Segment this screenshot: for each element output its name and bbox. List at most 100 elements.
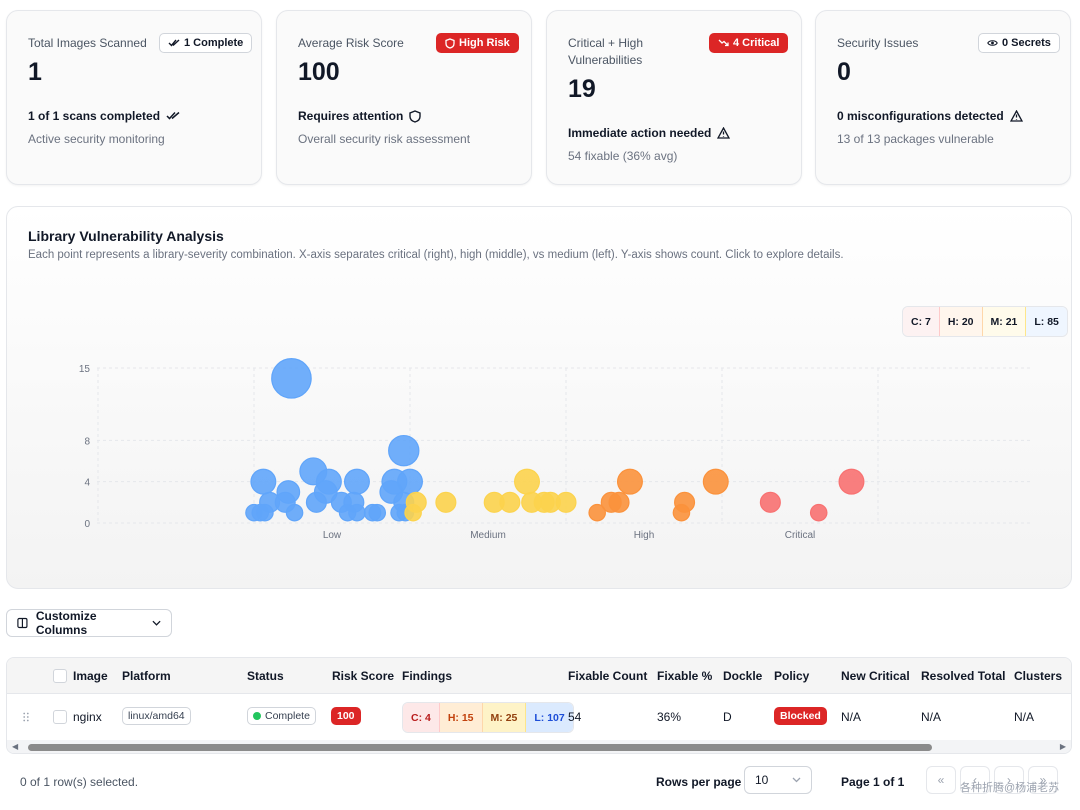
row-checkbox[interactable] — [53, 710, 67, 724]
double-check-icon — [168, 39, 180, 47]
legend-medium: M: 21 — [982, 307, 1027, 336]
header-fixable-count[interactable]: Fixable Count — [568, 669, 648, 683]
data-point-medium — [499, 491, 521, 513]
data-point-low — [250, 468, 277, 495]
select-all-checkbox[interactable] — [53, 669, 67, 683]
warning-icon — [717, 127, 731, 139]
previous-page-button[interactable]: ‹ — [960, 766, 990, 794]
data-point-medium — [435, 491, 457, 513]
card-value: 0 — [837, 58, 851, 86]
drag-handle-icon[interactable] — [23, 712, 29, 722]
y-tick-label: 0 — [84, 519, 90, 530]
x-tick-label: Medium — [470, 530, 506, 541]
x-tick-label: High — [634, 530, 655, 541]
data-point-low — [343, 468, 370, 495]
card-subtitle: Immediate action needed — [568, 126, 731, 140]
card-note: 13 of 13 packages vulnerable — [837, 132, 994, 146]
shield-icon — [445, 37, 455, 49]
policy-badge: Blocked — [774, 707, 827, 725]
next-page-button[interactable]: › — [994, 766, 1024, 794]
critical-badge: 4 Critical — [709, 33, 789, 53]
data-point-low — [271, 358, 312, 399]
last-page-button[interactable]: » — [1028, 766, 1058, 794]
data-point-critical — [759, 491, 781, 513]
card-title: Average Risk Score — [298, 36, 404, 50]
status-badge: Complete — [247, 707, 316, 725]
data-point-low — [256, 503, 274, 522]
selection-count: 0 of 1 row(s) selected. — [20, 775, 139, 789]
header-dockle[interactable]: Dockle — [723, 669, 763, 683]
clusters: N/A — [1014, 710, 1035, 724]
scrollbar-thumb[interactable] — [28, 744, 932, 751]
x-tick-label: Critical — [785, 530, 816, 541]
card-security-issues: Security Issues 0 Secrets 0 0 misconfigu… — [815, 10, 1071, 185]
fixable-count: 54 — [568, 710, 582, 724]
card-title: Total Images Scanned — [28, 36, 147, 50]
table-header: Image Platform Status Risk Score Finding… — [7, 658, 1071, 694]
image-name[interactable]: nginx — [73, 710, 102, 724]
platform-badge: linux/amd64 — [122, 707, 191, 725]
chevron-down-icon — [152, 620, 161, 626]
header-findings[interactable]: Findings — [402, 669, 452, 683]
y-tick-label: 15 — [79, 364, 91, 375]
chevron-down-icon — [792, 777, 801, 783]
double-check-icon — [166, 111, 180, 120]
card-subtitle: Requires attention — [298, 109, 422, 123]
columns-icon — [17, 617, 28, 629]
header-platform[interactable]: Platform — [122, 669, 171, 683]
legend-critical: C: 7 — [903, 307, 940, 336]
data-point-low — [368, 503, 387, 522]
y-tick-label: 4 — [84, 478, 90, 489]
card-subtitle: 1 of 1 scans completed — [28, 109, 180, 123]
customize-columns-button[interactable]: Customize Columns — [6, 609, 172, 637]
header-risk-score[interactable]: Risk Score — [332, 669, 395, 683]
header-image[interactable]: Image — [73, 669, 108, 683]
shield-icon — [409, 109, 422, 123]
data-point-low — [305, 491, 327, 513]
complete-badge: 1 Complete — [159, 33, 253, 53]
data-point-medium — [404, 503, 422, 522]
header-status[interactable]: Status — [247, 669, 284, 683]
header-fixable-pct[interactable]: Fixable % — [657, 669, 713, 683]
findings-critical: C: 4 — [403, 703, 440, 732]
chart-title: Library Vulnerability Analysis — [28, 228, 224, 244]
data-point-low — [348, 503, 366, 522]
chart-description: Each point represents a library-severity… — [28, 249, 844, 261]
resolved-total: N/A — [921, 710, 942, 724]
card-note: 54 fixable (36% avg) — [568, 149, 678, 163]
x-tick-label: Low — [323, 530, 342, 541]
secrets-badge: 0 Secrets — [978, 33, 1060, 53]
first-page-button[interactable]: « — [926, 766, 956, 794]
data-point-low — [285, 503, 304, 522]
severity-legend: C: 7 H: 20 M: 21 L: 85 — [902, 306, 1068, 337]
horizontal-scrollbar[interactable]: ◀ ▶ — [7, 740, 1071, 753]
header-policy[interactable]: Policy — [774, 669, 810, 683]
double-chevron-right-icon: » — [1039, 773, 1047, 787]
header-clusters[interactable]: Clusters — [1014, 669, 1063, 683]
images-table: Image Platform Status Risk Score Finding… — [6, 657, 1072, 754]
table-row[interactable]: nginx linux/amd64 Complete 100 C: 4 H: 1… — [7, 694, 1071, 739]
data-point-high — [588, 503, 606, 522]
card-title: Security Issues — [837, 36, 919, 50]
card-note: Active security monitoring — [28, 132, 165, 146]
warning-icon — [1009, 110, 1023, 122]
data-point-high — [672, 503, 691, 522]
header-new-critical[interactable]: New Critical — [841, 669, 910, 683]
scroll-right-icon[interactable]: ▶ — [1059, 742, 1066, 751]
data-point-critical — [809, 503, 828, 522]
bubble-chart: 0 4 8 15 Low Medium High Critical — [79, 358, 1033, 541]
card-total-images: Total Images Scanned 1 Complete 1 1 of 1… — [6, 10, 262, 185]
high-risk-badge: High Risk — [436, 33, 519, 53]
header-resolved-total[interactable]: Resolved Total — [921, 669, 1006, 683]
findings-summary: C: 4 H: 15 M: 25 L: 107 — [402, 702, 574, 733]
card-risk-score: Average Risk Score High Risk 100 Require… — [276, 10, 532, 185]
scroll-left-icon[interactable]: ◀ — [12, 742, 19, 751]
chart-panel: Library Vulnerability Analysis Each poin… — [6, 206, 1072, 589]
rows-per-page-select[interactable]: 10 — [744, 766, 812, 794]
card-note: Overall security risk assessment — [298, 132, 471, 146]
findings-high: H: 15 — [439, 703, 483, 732]
double-chevron-left-icon: « — [937, 773, 945, 787]
data-point-medium — [555, 491, 577, 513]
fixable-pct: 36% — [657, 710, 682, 724]
card-critical-high: Critical + High Vulnerabilities 4 Critic… — [546, 10, 802, 185]
